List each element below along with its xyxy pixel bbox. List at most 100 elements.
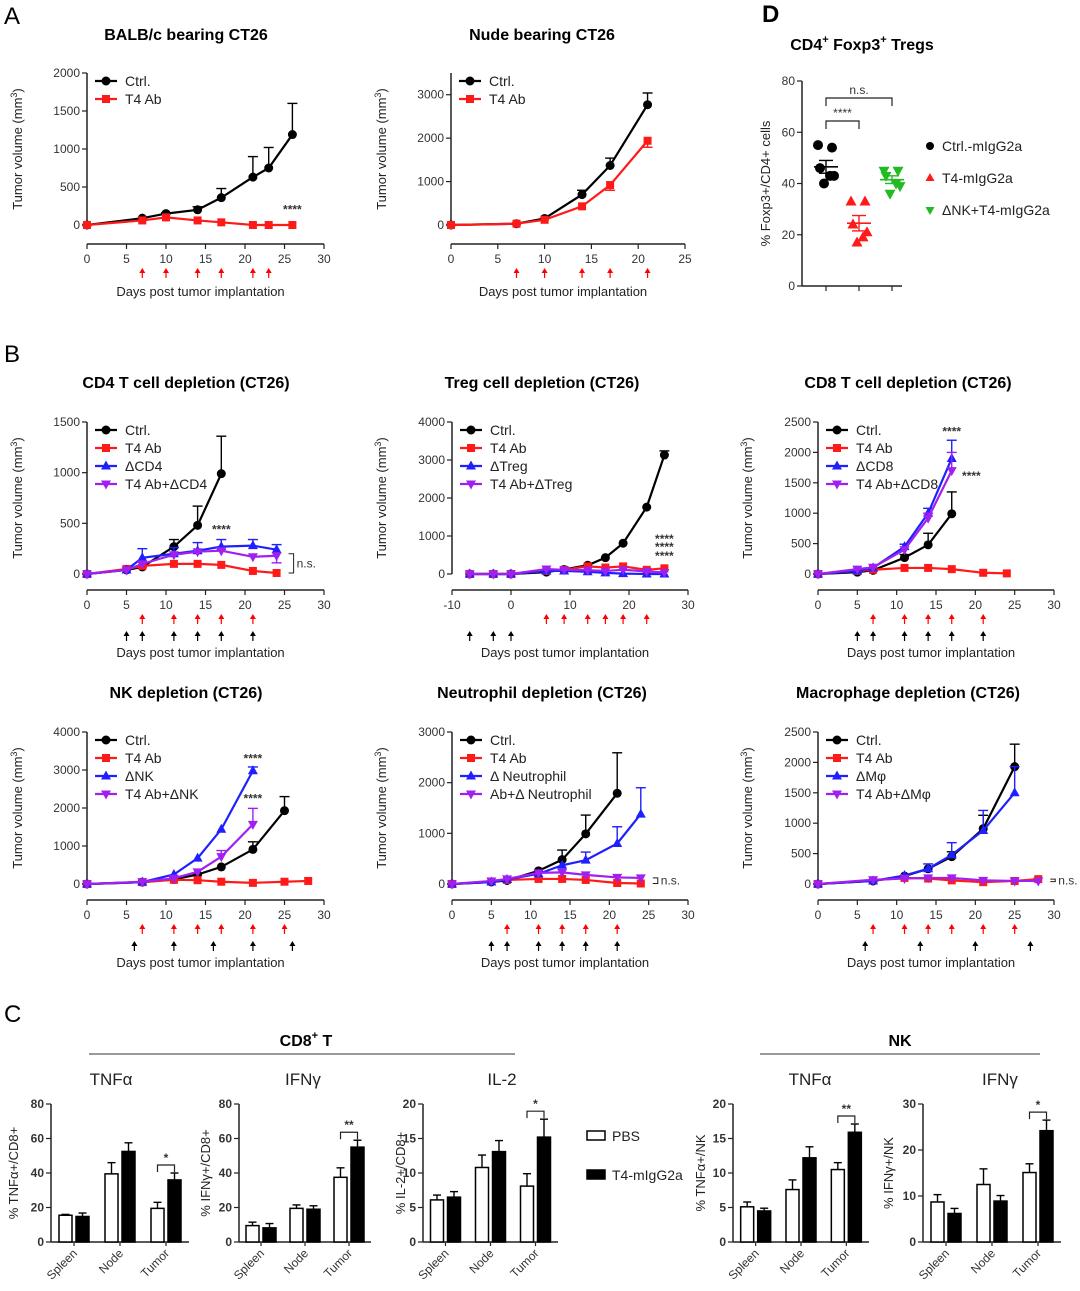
bar-t4 bbox=[802, 1157, 817, 1243]
bar-t4 bbox=[262, 1227, 277, 1243]
depletion-arrow-black-head bbox=[194, 631, 201, 636]
y-tick-label: 10 bbox=[713, 1166, 727, 1180]
data-point bbox=[217, 877, 226, 886]
data-point bbox=[264, 163, 274, 173]
data-point bbox=[540, 215, 549, 224]
treatment-arrow-red-head bbox=[535, 924, 542, 929]
legend-label: T4 Ab bbox=[125, 91, 162, 107]
y-axis-label-sup: 3 bbox=[9, 93, 19, 98]
series-line bbox=[817, 470, 953, 576]
treatment-arrow-red-head bbox=[980, 614, 987, 619]
significance-label: **** bbox=[283, 203, 302, 217]
legend-label: Ctrl. bbox=[125, 732, 151, 748]
y-axis-label: Tumor volume (mm3) bbox=[9, 88, 25, 210]
treatment-arrow-red-head bbox=[582, 924, 589, 929]
data-point bbox=[923, 514, 934, 524]
significance-label: **** bbox=[212, 522, 231, 536]
data-point bbox=[1002, 569, 1011, 578]
y-axis-label: Tumor volume (mm3) bbox=[9, 437, 25, 559]
ns-bracket bbox=[288, 553, 295, 574]
legend-label-t4: T4-mIgG2a bbox=[612, 1167, 683, 1183]
legend-label: ΔTreg bbox=[490, 458, 528, 474]
y-tick-label: 3000 bbox=[418, 725, 445, 739]
chart-C2: IFNγ 0 20 40 60 80 % IFNγ+/CD8+ Spleen Node Tumor… bbox=[198, 1070, 371, 1283]
panel-letter-b: B bbox=[4, 341, 20, 368]
legend-label: Δ Neutrophil bbox=[490, 768, 566, 784]
legend-marker bbox=[466, 425, 476, 435]
x-tick-label: 25 bbox=[278, 252, 292, 266]
data-point bbox=[216, 853, 227, 863]
data-point bbox=[193, 520, 203, 530]
y-axis-label-sup: 3 bbox=[9, 442, 19, 447]
treatment-arrow-red-head bbox=[1011, 924, 1018, 929]
data-point bbox=[605, 161, 615, 171]
data-point bbox=[193, 216, 202, 225]
treatment-arrow-red-head bbox=[620, 614, 627, 619]
bar-pbs bbox=[830, 1168, 846, 1243]
data-point bbox=[642, 502, 652, 512]
treatment-arrow-red-head bbox=[139, 924, 146, 929]
y-axis-label: Tumor volume (mm3) bbox=[739, 747, 755, 869]
legend-label-pbs: PBS bbox=[612, 1128, 640, 1144]
y-axis-label: Tumor volume (mm3) bbox=[373, 747, 389, 869]
y-tick-label: 3000 bbox=[417, 88, 444, 102]
data-point bbox=[947, 509, 957, 519]
y-axis-label: Tumor volume (mm3) bbox=[739, 437, 755, 559]
data-point bbox=[924, 563, 933, 572]
significance-bracket bbox=[837, 1115, 856, 1124]
chart-A1: BALB/c bearing CT26 0 500 1000 1500 2000 0 5 10 1… bbox=[9, 27, 331, 299]
data-point bbox=[193, 559, 202, 568]
x-tick-label: 20 bbox=[969, 598, 983, 612]
y-axis-label-end: ) bbox=[740, 747, 755, 751]
data-point bbox=[192, 852, 203, 862]
bar-pbs bbox=[289, 1207, 304, 1243]
bar-t4 bbox=[350, 1146, 365, 1243]
y-tick-label: 0 bbox=[804, 567, 811, 581]
legend-label: T4 Ab+ΔCD4 bbox=[125, 476, 207, 492]
group-1 bbox=[845, 195, 873, 291]
bar-t4 bbox=[491, 1150, 507, 1243]
bar-group-node: Node bbox=[96, 1142, 136, 1276]
y-tick-label: 10 bbox=[903, 1189, 917, 1203]
x-tick-label: Tumor bbox=[818, 1246, 852, 1280]
legend-marker bbox=[925, 207, 935, 215]
legend-marker bbox=[101, 770, 111, 780]
y-tick-label: 0 bbox=[73, 877, 80, 891]
treatment-arrow-red-head bbox=[980, 924, 987, 929]
x-tick-label: Node bbox=[96, 1246, 126, 1276]
legend-marker bbox=[833, 444, 841, 452]
x-tick-label: 0 bbox=[448, 252, 455, 266]
group-label-sup: + bbox=[312, 1030, 318, 1042]
y-tick-label: 2500 bbox=[784, 415, 811, 429]
chart-A2: Nude bearing CT26 0 1000 2000 3000 0 5 10 15 20 25… bbox=[373, 27, 692, 299]
depletion-arrow-black-head bbox=[249, 941, 256, 946]
treatment-arrow-red-head bbox=[543, 614, 550, 619]
legend-marker bbox=[832, 425, 842, 435]
chart-title: TNFα bbox=[789, 1070, 832, 1089]
legend-marker bbox=[832, 790, 842, 800]
treatment-arrow-red-head bbox=[541, 268, 548, 273]
x-tick-label: 5 bbox=[494, 252, 501, 266]
series-t4-ab-treg bbox=[464, 565, 670, 580]
data-point bbox=[868, 876, 879, 886]
chart-B2: Treg cell depletion (CT26) 0 1000 2000 3000 4… bbox=[373, 375, 695, 660]
data-point bbox=[216, 823, 227, 833]
depletion-arrow-black-head bbox=[131, 941, 138, 946]
y-tick-label: 1500 bbox=[53, 415, 80, 429]
x-tick-label: 5 bbox=[854, 908, 861, 922]
data-point bbox=[613, 878, 622, 887]
legend-label: Ctrl. bbox=[490, 422, 516, 438]
data-point bbox=[557, 868, 568, 878]
y-tick-label: 0 bbox=[804, 877, 811, 891]
data-point bbox=[641, 567, 652, 577]
depletion-arrow-black-head bbox=[925, 631, 932, 636]
depletion-arrow-black-head bbox=[249, 631, 256, 636]
x-tick-label: Node bbox=[281, 1246, 311, 1276]
treatment-arrow-red-head bbox=[584, 614, 591, 619]
bar-t4 bbox=[446, 1196, 462, 1243]
data-point bbox=[247, 553, 258, 563]
y-tick-label: 80 bbox=[782, 74, 796, 88]
series-t4-ab bbox=[83, 213, 297, 229]
series-line bbox=[450, 140, 649, 227]
treatment-arrow-red-head bbox=[948, 614, 955, 619]
